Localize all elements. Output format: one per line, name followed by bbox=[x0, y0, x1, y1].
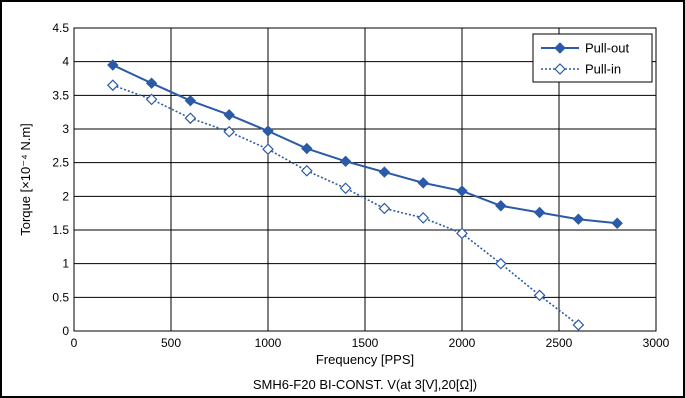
y-tick-label: 2 bbox=[62, 189, 69, 203]
legend: Pull-out Pull-in bbox=[532, 33, 653, 83]
data-point bbox=[572, 213, 585, 225]
series-line bbox=[112, 64, 618, 225]
chart-caption: SMH6-F20 BI-CONST. V(at 3[V],20[Ω]) bbox=[253, 377, 477, 392]
x-tick-label: 3000 bbox=[643, 336, 670, 350]
legend-label: Pull-in bbox=[585, 62, 621, 77]
x-tick-label: 2500 bbox=[546, 336, 573, 350]
series-pull-out bbox=[107, 59, 623, 229]
data-point bbox=[378, 166, 391, 178]
y-tick-label: 3.5 bbox=[52, 88, 69, 102]
legend-label: Pull-out bbox=[585, 41, 629, 56]
x-tick-label: 0 bbox=[71, 336, 78, 350]
data-point bbox=[533, 206, 546, 219]
data-point bbox=[106, 79, 119, 92]
data-point bbox=[417, 177, 429, 189]
series-pull-in bbox=[106, 79, 585, 331]
data-point bbox=[145, 77, 158, 89]
series-line bbox=[112, 84, 579, 326]
data-point bbox=[262, 143, 274, 156]
data-point bbox=[339, 182, 352, 195]
y-tick-labels: 0 0.5 1 1.5 2 2.5 3 3.5 4 4.5 bbox=[52, 21, 69, 338]
y-tick-label: 0 bbox=[62, 324, 69, 338]
data-point bbox=[378, 202, 391, 215]
data-point bbox=[611, 217, 623, 229]
data-point bbox=[223, 109, 235, 121]
data-point bbox=[300, 164, 313, 177]
y-tick-label: 0.5 bbox=[52, 290, 69, 304]
data-point bbox=[494, 257, 507, 270]
x-tick-label: 2000 bbox=[449, 336, 476, 350]
x-tick-labels: 0 500 1000 1500 2000 2500 3000 bbox=[71, 336, 670, 350]
data-point bbox=[223, 125, 236, 138]
data-point bbox=[572, 319, 585, 331]
data-point bbox=[495, 200, 507, 212]
plot-area-border bbox=[73, 27, 657, 332]
data-point bbox=[107, 59, 119, 71]
legend-box bbox=[532, 33, 653, 83]
series-group bbox=[106, 59, 623, 331]
y-tick-label: 1.5 bbox=[52, 223, 69, 237]
data-point bbox=[339, 155, 352, 168]
data-point bbox=[533, 289, 546, 302]
data-point bbox=[456, 185, 468, 197]
legend-marker bbox=[554, 42, 566, 54]
y-tick-label: 2.5 bbox=[52, 156, 69, 170]
y-tick-label: 1 bbox=[62, 257, 69, 271]
x-tick-label: 1000 bbox=[255, 336, 282, 350]
data-point bbox=[417, 212, 430, 224]
y-tick-label: 4 bbox=[62, 55, 69, 69]
legend-marker bbox=[554, 63, 566, 75]
data-point bbox=[184, 112, 197, 125]
y-axis-label: Torque [×10⁻⁴ N.m] bbox=[18, 123, 33, 236]
data-point bbox=[184, 95, 197, 107]
y-tick-label: 4.5 bbox=[52, 21, 69, 35]
data-point bbox=[301, 142, 313, 155]
x-tick-label: 1500 bbox=[352, 336, 379, 350]
x-axis-label: Frequency [PPS] bbox=[316, 352, 414, 367]
y-tick-label: 3 bbox=[62, 122, 69, 136]
data-point bbox=[145, 93, 158, 106]
data-point bbox=[456, 227, 468, 240]
x-tick-label: 500 bbox=[161, 336, 181, 350]
data-point bbox=[262, 125, 274, 137]
